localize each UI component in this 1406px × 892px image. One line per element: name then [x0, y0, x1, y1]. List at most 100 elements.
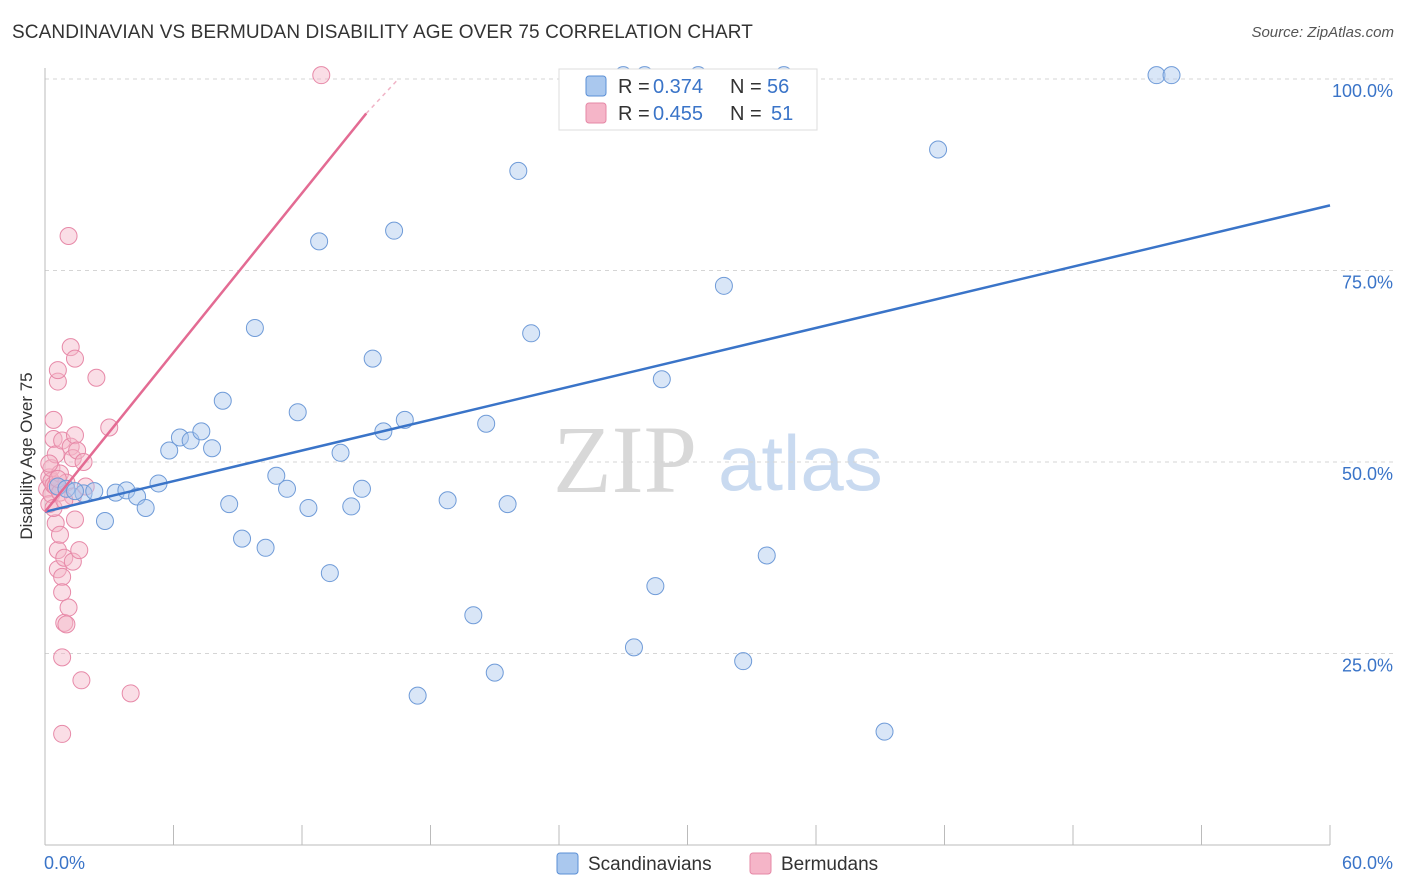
trendline-scandinavians — [44, 204, 1331, 514]
legend-swatch-pink — [585, 102, 607, 124]
legend-swatch-blue — [585, 75, 607, 97]
scandinavian-point — [646, 577, 665, 596]
scandinavian-point — [624, 638, 643, 657]
scandinavian-point — [352, 479, 371, 498]
bermudan-point — [57, 615, 76, 634]
legend-n-label-2: N = — [730, 103, 762, 125]
series-swatch-bermudans — [749, 852, 772, 875]
bermudan-point — [53, 567, 72, 586]
y-tick-label: 100.0% — [1332, 81, 1393, 101]
legend-n-value-1: 56 — [767, 76, 789, 98]
scandinavian-point — [1147, 66, 1166, 85]
legend-r-value-1: 0.374 — [653, 76, 703, 98]
scandinavian-point — [245, 318, 264, 337]
scandinavian-point — [342, 497, 361, 516]
scandinavian-point — [95, 511, 114, 530]
chart-title: SCANDINAVIAN VS BERMUDAN DISABILITY AGE … — [12, 22, 753, 43]
y-axis-label: Disability Age Over 75 — [17, 372, 36, 539]
bermudan-point — [61, 338, 80, 357]
bermudan-point — [87, 368, 106, 387]
legend-n-value-2: 51 — [771, 103, 793, 125]
bermudan-point — [70, 541, 89, 560]
series-swatch-scandinavians — [556, 852, 579, 875]
bermudan-point — [46, 514, 65, 533]
scandinavian-point — [714, 276, 733, 295]
trendline-bermudans-extension — [365, 78, 399, 114]
scandinavian-point — [498, 495, 517, 514]
bermudan-point — [312, 66, 331, 85]
y-tick-label: 50.0% — [1342, 464, 1393, 484]
scandinavian-point — [85, 482, 104, 501]
scandinavian-point — [652, 370, 671, 389]
bermudan-point — [53, 583, 72, 602]
scandinavian-point — [320, 564, 339, 583]
bermudan-point — [40, 454, 59, 473]
scandinavian-point — [875, 722, 894, 741]
legend-r-value-2: 0.455 — [653, 103, 703, 125]
bermudan-point — [59, 227, 78, 246]
bermudan-point — [65, 510, 84, 529]
series-legend: Scandinavians Bermudans — [556, 852, 878, 875]
scandinavian-point — [267, 466, 286, 485]
bermudan-point — [65, 349, 84, 368]
scandinavian-point — [256, 538, 275, 557]
bermudan-point — [50, 525, 69, 544]
scandinavian-point — [522, 324, 541, 343]
scandinavian-point — [464, 606, 483, 625]
bermudan-point — [100, 418, 119, 437]
scandinavian-point — [1162, 66, 1181, 85]
series-label-bermudans: Bermudans — [781, 854, 878, 875]
series-label-scandinavians: Scandinavians — [588, 854, 712, 875]
scandinavian-point — [509, 161, 528, 180]
scandinavian-point — [160, 441, 179, 460]
legend-r-label-1: R = — [618, 76, 650, 98]
scandinavian-point — [438, 491, 457, 510]
stats-legend: R = 0.374 N = 56 R = 0.455 N = 51 — [558, 68, 818, 131]
scandinavian-point — [408, 686, 427, 705]
x-tick-label-min: 0.0% — [44, 853, 85, 873]
scandinavian-point — [363, 349, 382, 368]
bermudan-point — [53, 724, 72, 743]
scandinavian-point — [757, 546, 776, 565]
scandinavian-point — [288, 403, 307, 422]
bermudan-point — [48, 361, 67, 380]
scandinavian-point — [65, 482, 84, 501]
scandinavian-point — [331, 443, 350, 462]
bermudan-point — [63, 552, 82, 571]
scandinavian-point — [213, 391, 232, 410]
scandinavian-point — [192, 422, 211, 441]
bermudan-point — [59, 598, 78, 617]
legend-n-label-1: N = — [730, 76, 762, 98]
bermudan-point — [68, 441, 87, 460]
bermudan-point — [121, 684, 140, 703]
scandinavian-point — [477, 414, 496, 433]
y-tick-label: 25.0% — [1342, 656, 1393, 676]
watermark-atlas: atlas — [718, 419, 883, 507]
scandinavian-point — [136, 498, 155, 517]
scandinavian-point — [203, 439, 222, 458]
scandinavian-point — [734, 652, 753, 671]
bermudan-point — [65, 426, 84, 445]
scandinavian-point — [299, 498, 318, 517]
bermudan-point — [53, 648, 72, 667]
scandinavian-point — [929, 140, 948, 159]
scandinavian-point — [278, 479, 297, 498]
source-credit: Source: ZipAtlas.com — [1251, 24, 1394, 41]
bermudan-point — [48, 541, 67, 560]
bermudan-point — [72, 671, 91, 690]
y-tick-labels: 25.0% 50.0% 75.0% 100.0% — [1332, 81, 1393, 676]
gridlines — [45, 78, 1393, 654]
watermark-zip: ZIP — [553, 406, 697, 513]
data-points — [38, 66, 1181, 743]
x-tick-label-max: 60.0% — [1342, 853, 1393, 873]
trendlines — [44, 78, 1331, 514]
scandinavian-point — [385, 221, 404, 240]
bermudan-point — [76, 477, 95, 496]
scandinavian-point — [485, 663, 504, 682]
trendline-bermudans — [44, 112, 368, 513]
y-tick-label: 75.0% — [1342, 273, 1393, 293]
scandinavian-point — [233, 529, 252, 548]
scandinavian-point — [170, 428, 189, 447]
scandinavian-point — [310, 232, 329, 251]
